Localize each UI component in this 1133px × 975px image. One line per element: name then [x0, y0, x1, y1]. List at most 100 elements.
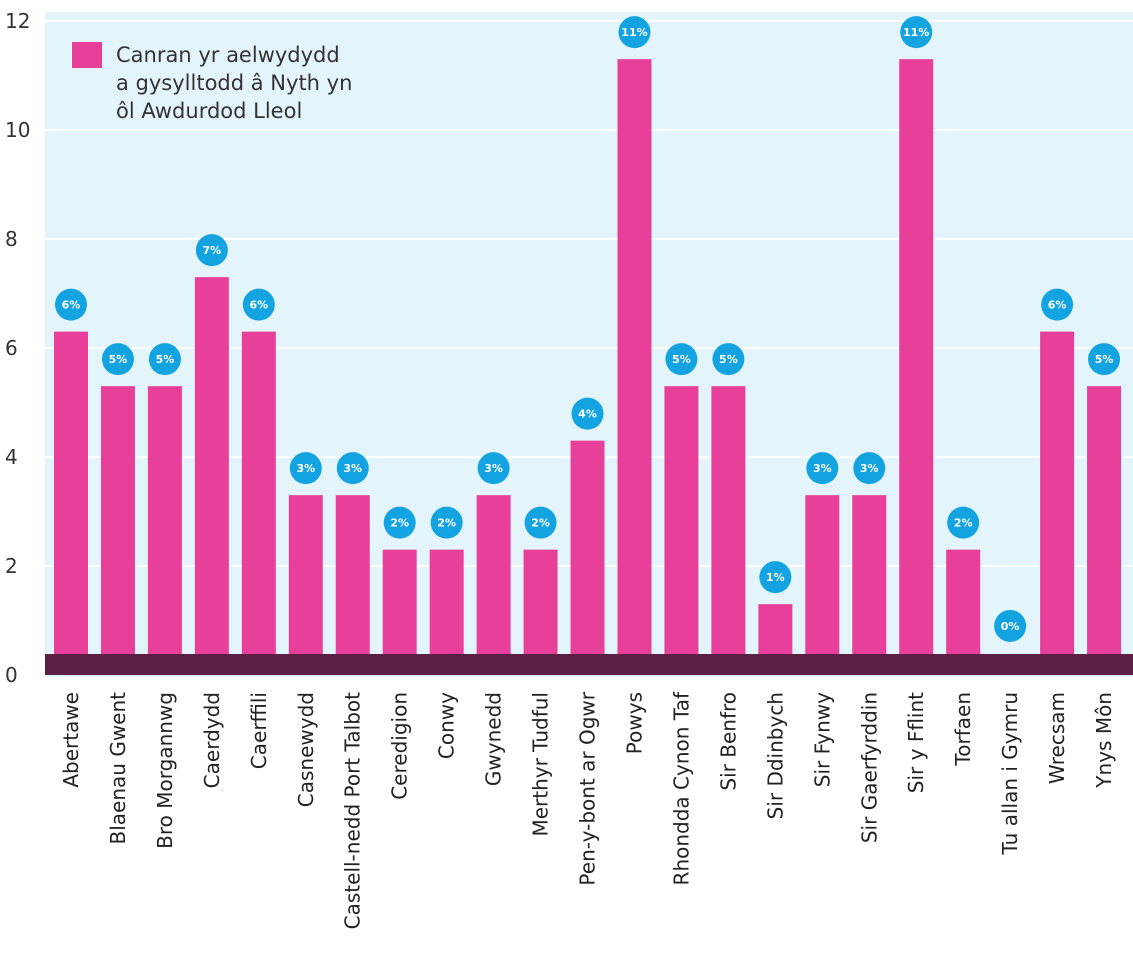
category-label: Sir y Fflint	[904, 692, 928, 793]
data-label: 3%	[860, 462, 879, 475]
category-label: Torfaen	[951, 692, 975, 767]
category-label: Caerdydd	[200, 692, 224, 788]
data-label: 3%	[484, 462, 503, 475]
data-label: 5%	[672, 353, 691, 366]
bar	[476, 495, 511, 675]
data-label-badge	[618, 16, 651, 49]
category-label: Casnewydd	[294, 692, 318, 807]
y-tick-label: 2	[5, 554, 18, 578]
y-tick-label: 6	[5, 336, 18, 360]
data-label-badge	[853, 452, 886, 485]
data-label-badge	[148, 343, 181, 376]
category-label: Rhondda Cynon Taf	[669, 691, 693, 885]
bar	[899, 59, 934, 675]
data-label-badge	[900, 16, 933, 49]
data-label-badge	[195, 234, 228, 267]
data-label-badge	[994, 609, 1027, 642]
category-label: Pen-y-bont ar Ogwr	[576, 691, 600, 885]
bar	[288, 495, 323, 675]
category-label: Gwynedd	[482, 692, 506, 786]
data-label-badge	[524, 506, 557, 539]
bar	[241, 331, 276, 675]
data-label: 6%	[62, 299, 81, 312]
data-label-badge	[242, 288, 275, 321]
data-label-badge	[101, 343, 134, 376]
data-label: 5%	[156, 353, 175, 366]
legend-line-3: ôl Awdurdod Lleol	[116, 99, 302, 123]
y-tick-label: 0	[5, 663, 18, 687]
data-label: 4%	[578, 408, 597, 421]
data-label: 5%	[109, 353, 128, 366]
bar	[570, 440, 605, 675]
legend-line-2: a gysylltodd â Nyth yn	[116, 71, 352, 95]
data-label: 5%	[719, 353, 738, 366]
data-label-badge	[336, 452, 369, 485]
data-label: 2%	[437, 517, 456, 530]
data-label: 0%	[1001, 620, 1020, 633]
bar	[194, 277, 229, 675]
category-label: Wrecsam	[1045, 692, 1069, 784]
baseline-band	[45, 654, 1133, 675]
category-label: Sir Benfro	[716, 692, 740, 791]
data-label-badge	[947, 506, 980, 539]
category-label: Tu allan i Gymru	[998, 692, 1022, 856]
data-label-badge	[712, 343, 745, 376]
data-label-badge	[1088, 343, 1121, 376]
category-label: Sir Gaerfyrddin	[857, 692, 881, 843]
data-label-badge	[1041, 288, 1074, 321]
category-labels: Abertawe Blaenau Gwent Bro Morgannwg Caerdy…	[59, 691, 1116, 929]
data-label: 6%	[249, 299, 268, 312]
data-label: 2%	[531, 517, 550, 530]
category-label: Caerffili	[247, 692, 271, 769]
data-label: 1%	[766, 571, 785, 584]
category-label: Bro Morgannwg	[153, 692, 177, 849]
data-label: 7%	[203, 244, 222, 257]
y-tick-label: 8	[5, 227, 18, 251]
y-tick-label: 12	[5, 9, 30, 33]
data-label: 3%	[343, 462, 362, 475]
y-tick-label: 10	[5, 118, 30, 142]
data-label-badge	[430, 506, 463, 539]
bar	[805, 495, 840, 675]
category-label: Ceredigion	[388, 692, 412, 800]
data-label: 5%	[1095, 353, 1114, 366]
y-tick-label: 4	[5, 445, 18, 469]
data-label-badge	[383, 506, 416, 539]
category-label: Castell-nedd Port Talbot	[341, 692, 365, 930]
category-label: Sir Fynwy	[810, 692, 834, 787]
category-label: Abertawe	[59, 692, 83, 788]
data-label-badge	[55, 288, 87, 321]
data-label-badge	[571, 397, 604, 430]
bars	[54, 59, 1122, 675]
legend-swatch	[72, 42, 102, 68]
category-label: Conwy	[435, 692, 459, 759]
category-label: Sir Ddinbych	[763, 692, 787, 819]
data-label-badge	[665, 343, 698, 376]
data-label: 2%	[390, 517, 409, 530]
data-label-badge	[806, 452, 839, 485]
data-label-badge	[289, 452, 322, 485]
bar	[54, 331, 88, 675]
data-label: 11%	[903, 26, 929, 39]
bar	[147, 386, 182, 675]
bar	[852, 495, 887, 675]
bar	[711, 386, 746, 675]
data-label-badge	[477, 452, 510, 485]
category-label: Merthyr Tudful	[529, 692, 553, 837]
category-label: Powys	[622, 692, 646, 754]
data-labels: 6% 5% 5% 7% 6% 3% 3% 2% 2% 3% 2% 4% 11% 5% 5% 1% 3% 3% 11%…	[55, 16, 1121, 642]
data-label: 2%	[954, 517, 973, 530]
bar	[1040, 331, 1075, 675]
y-axis-ticks: 0 2 4 6 8 10 12	[5, 9, 30, 687]
category-label: Ynys Môn	[1092, 692, 1116, 789]
category-label: Blaenau Gwent	[106, 692, 130, 845]
data-label: 11%	[621, 26, 647, 39]
legend: Canran yr aelwydydd a gysylltodd â Nyth …	[72, 42, 352, 123]
bar	[100, 386, 135, 675]
bar	[1087, 386, 1122, 675]
bar	[617, 59, 652, 675]
data-label-badge	[759, 561, 792, 594]
bar	[664, 386, 699, 675]
data-label: 3%	[813, 462, 832, 475]
